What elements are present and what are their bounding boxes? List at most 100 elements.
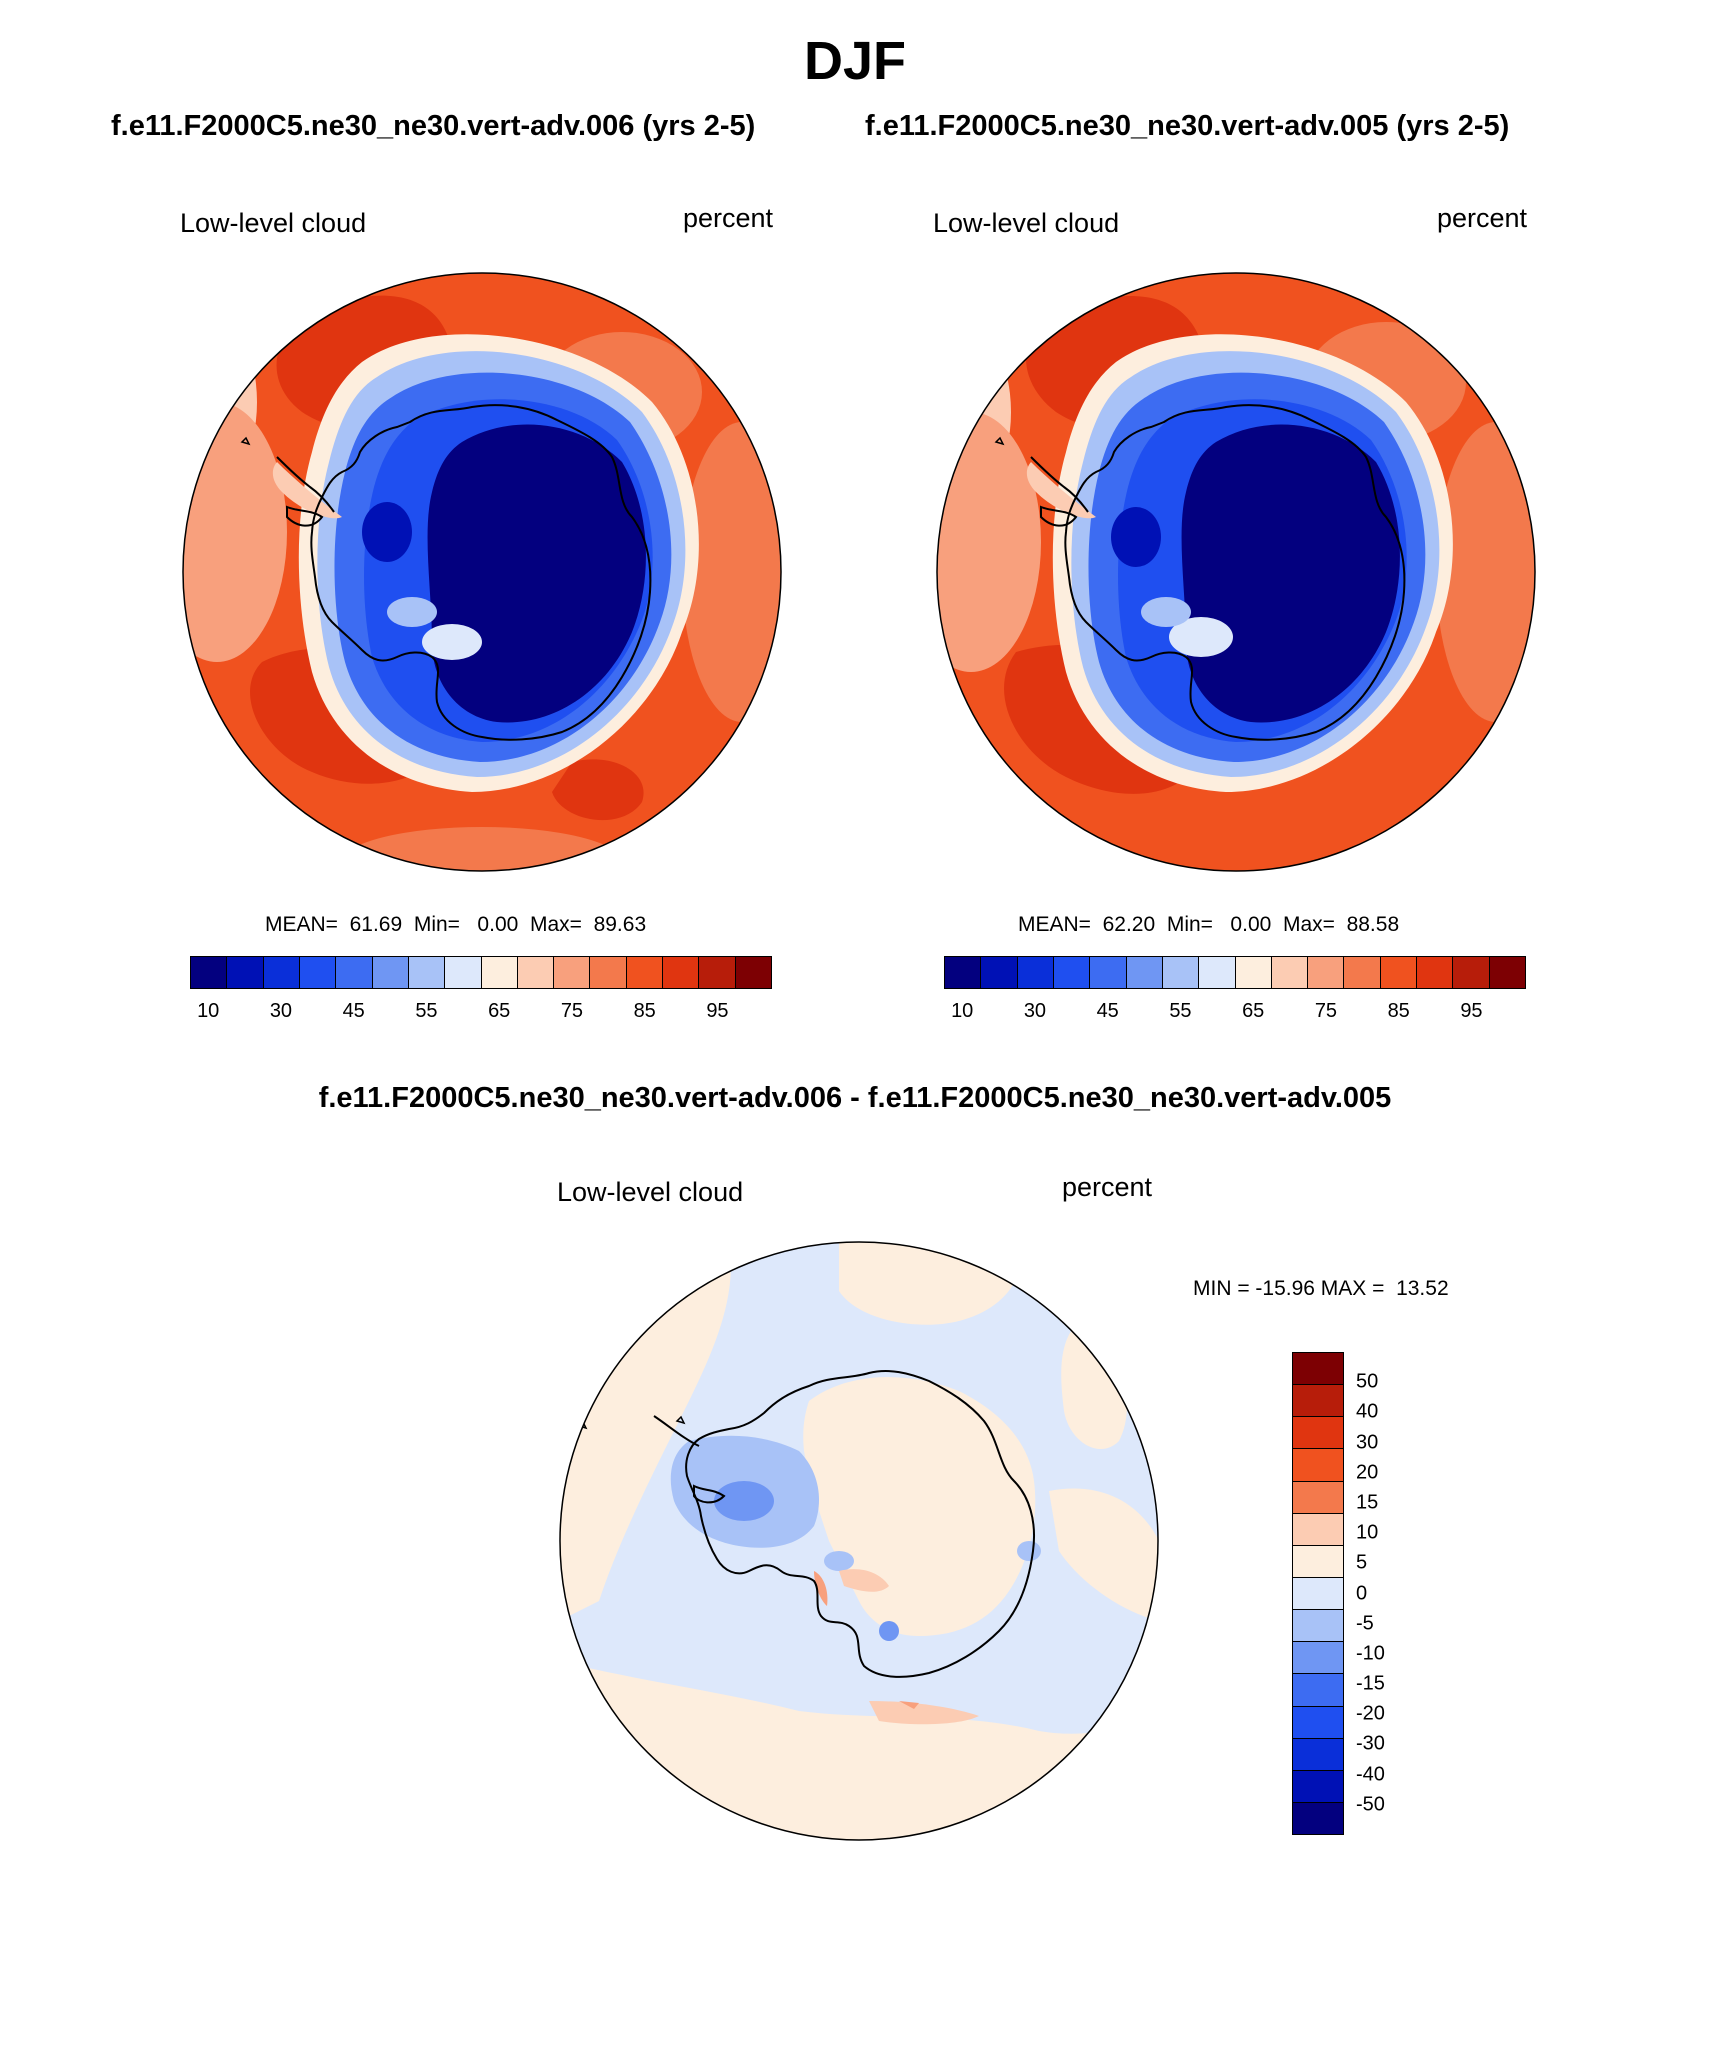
right-polar-map <box>936 272 1536 872</box>
colorbar-swatch <box>590 957 627 988</box>
colorbar-tick-label: 20 <box>1356 1461 1379 1484</box>
colorbar-swatch <box>1308 957 1345 988</box>
diff-units-label: percent <box>1062 1172 1153 1202</box>
colorbar-swatch <box>227 957 264 988</box>
colorbar-swatch <box>1489 957 1525 988</box>
colorbar-swatch <box>1293 1577 1343 1611</box>
colorbar-tick-label: 55 <box>415 1000 438 1022</box>
colorbar-swatch <box>554 957 591 988</box>
colorbar-swatch <box>1293 1513 1343 1546</box>
colorbar-swatch <box>336 957 373 988</box>
colorbar-swatch <box>517 957 555 988</box>
colorbar-swatch <box>1293 1642 1343 1675</box>
right-variable-label: Low-level cloud <box>933 208 1120 238</box>
colorbar-tick-label: 45 <box>1096 1000 1119 1022</box>
colorbar-swatch <box>408 957 446 988</box>
colorbar-tick-label: 10 <box>951 1000 974 1022</box>
left-stats: MEAN= 61.69 Min= 0.00 Max= 89.63 <box>265 913 647 936</box>
left-colorbar <box>190 956 772 989</box>
colorbar-tick-label: 65 <box>488 1000 511 1022</box>
colorbar-swatch <box>1053 957 1091 988</box>
colorbar-tick-label: 75 <box>560 1000 584 1022</box>
left-variable-label: Low-level cloud <box>180 208 367 238</box>
colorbar-swatch <box>1293 1674 1343 1707</box>
diff-colorbar <box>1292 1352 1344 1835</box>
colorbar-swatch <box>626 957 664 988</box>
colorbar-swatch <box>191 957 228 988</box>
right-colorbar-ticks: 10 30 45 55 65 75 85 95 <box>944 1000 1526 1026</box>
colorbar-tick-label: -10 <box>1356 1642 1385 1665</box>
colorbar-swatch <box>1235 957 1272 988</box>
colorbar-swatch <box>1453 957 1490 988</box>
colorbar-swatch <box>1126 957 1163 988</box>
colorbar-swatch <box>1293 1738 1343 1771</box>
colorbar-tick-label: -20 <box>1356 1702 1385 1725</box>
colorbar-tick-label: 30 <box>1356 1431 1379 1454</box>
left-polar-map <box>182 272 782 872</box>
colorbar-swatch <box>663 957 700 988</box>
diff-colorbar-ticks: 50 40 30 20 15 10 5 0 -5 -10 -15 -20 -30 -40 -50 <box>1356 1352 1436 1835</box>
colorbar-tick-label: 85 <box>1387 1000 1410 1022</box>
colorbar-tick-label: 85 <box>633 1000 656 1022</box>
colorbar-tick-label: 65 <box>1242 1000 1265 1022</box>
colorbar-swatch <box>1162 957 1200 988</box>
colorbar-tick-label: 0 <box>1356 1582 1368 1604</box>
colorbar-swatch <box>481 957 518 988</box>
colorbar-swatch <box>1344 957 1381 988</box>
colorbar-swatch <box>1293 1481 1343 1514</box>
colorbar-tick-label: -5 <box>1356 1612 1374 1635</box>
colorbar-tick-label: -30 <box>1356 1732 1385 1755</box>
colorbar-tick-label: -50 <box>1356 1793 1385 1816</box>
colorbar-tick-label: 50 <box>1356 1370 1379 1393</box>
colorbar-tick-label: 15 <box>1356 1491 1379 1514</box>
colorbar-swatch <box>1417 957 1454 988</box>
colorbar-tick-label: 40 <box>1356 1400 1379 1423</box>
colorbar-swatch <box>735 957 771 988</box>
colorbar-swatch <box>699 957 736 988</box>
colorbar-swatch <box>263 957 300 988</box>
colorbar-swatch <box>1293 1545 1343 1578</box>
colorbar-tick-label: 30 <box>1023 1000 1047 1022</box>
colorbar-swatch <box>1293 1706 1343 1739</box>
right-stats: MEAN= 62.20 Min= 0.00 Max= 88.58 <box>1018 913 1400 936</box>
colorbar-swatch <box>1293 1770 1343 1803</box>
difference-title: f.e11.F2000C5.ne30_ne30.vert-adv.006 - f… <box>318 1082 1392 1114</box>
right-units-label: percent <box>1437 203 1528 233</box>
left-colorbar-ticks: 10 30 45 55 65 75 85 95 <box>190 1000 772 1026</box>
colorbar-swatch <box>1293 1353 1343 1386</box>
colorbar-swatch <box>1017 957 1054 988</box>
colorbar-swatch <box>372 957 409 988</box>
colorbar-swatch <box>945 957 982 988</box>
colorbar-swatch <box>981 957 1018 988</box>
difference-polar-map <box>559 1241 1159 1841</box>
left-units-label: percent <box>683 203 774 233</box>
diff-stats: MIN = -15.96 MAX = 13.52 <box>1193 1277 1449 1300</box>
colorbar-swatch <box>1293 1417 1343 1450</box>
colorbar-swatch <box>1293 1385 1343 1418</box>
colorbar-swatch <box>1293 1449 1343 1482</box>
colorbar-tick-label: 30 <box>269 1000 293 1022</box>
colorbar-tick-label: -15 <box>1356 1672 1385 1695</box>
colorbar-tick-label: 95 <box>1460 1000 1483 1022</box>
left-case-title: f.e11.F2000C5.ne30_ne30.vert-adv.006 (yr… <box>111 110 756 142</box>
colorbar-tick-label: 75 <box>1314 1000 1338 1022</box>
right-colorbar <box>944 956 1526 989</box>
colorbar-swatch <box>1293 1802 1343 1835</box>
colorbar-tick-label: 55 <box>1169 1000 1192 1022</box>
colorbar-tick-label: 10 <box>1356 1521 1379 1544</box>
colorbar-swatch <box>1090 957 1127 988</box>
colorbar-tick-label: 45 <box>342 1000 365 1022</box>
colorbar-swatch <box>1199 957 1236 988</box>
colorbar-tick-label: 95 <box>706 1000 729 1022</box>
colorbar-tick-label: 10 <box>197 1000 220 1022</box>
colorbar-swatch <box>445 957 482 988</box>
page-title: DJF <box>803 31 906 91</box>
colorbar-tick-label: 5 <box>1356 1551 1368 1574</box>
diff-variable-label: Low-level cloud <box>557 1177 744 1207</box>
colorbar-swatch <box>1380 957 1418 988</box>
colorbar-swatch <box>1293 1610 1343 1643</box>
colorbar-tick-label: -40 <box>1356 1763 1385 1786</box>
right-case-title: f.e11.F2000C5.ne30_ne30.vert-adv.005 (yr… <box>865 110 1510 142</box>
colorbar-swatch <box>299 957 337 988</box>
colorbar-swatch <box>1271 957 1309 988</box>
